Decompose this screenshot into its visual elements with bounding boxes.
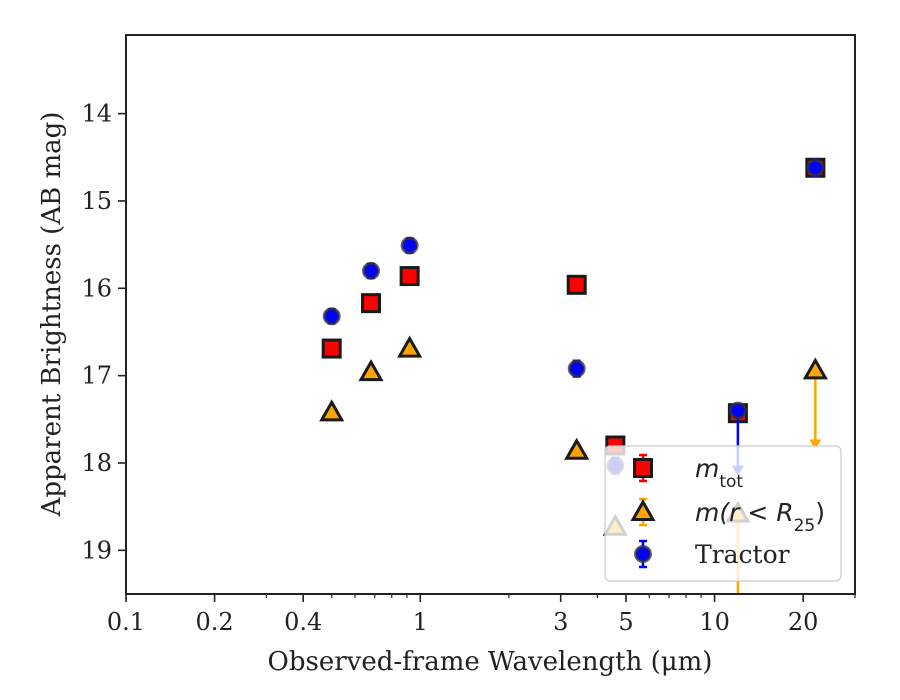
circle-marker	[634, 545, 652, 563]
y-tick-label: 15	[81, 187, 112, 215]
square-marker	[566, 274, 587, 295]
y-tick-label: 17	[81, 362, 112, 390]
axes-frame	[125, 34, 856, 595]
legend-label-main: m	[695, 454, 719, 483]
x-tick-label: 10	[699, 608, 730, 636]
legend-marker	[634, 545, 652, 563]
triangle-marker	[397, 335, 423, 358]
x-tick-label: 5	[618, 608, 633, 636]
triangle-marker	[630, 498, 656, 521]
triangle-marker	[319, 399, 345, 422]
data-point	[564, 437, 590, 460]
legend: mtot m(r < R25) Tractor	[604, 445, 842, 582]
data-point	[802, 357, 828, 380]
y-axis-ticks: 14 15 16 17 18 19	[81, 100, 126, 564]
data-point	[361, 293, 382, 314]
data-point	[566, 274, 587, 295]
triangle-marker	[358, 359, 384, 382]
data-point	[321, 338, 342, 359]
legend-marker	[633, 458, 653, 478]
legend-entry-m-tot: mtot	[633, 453, 743, 492]
series-tractor	[322, 158, 825, 476]
x-tick-label: 3	[553, 608, 568, 636]
data-point	[399, 266, 420, 287]
series-m-tot	[321, 157, 826, 456]
square-marker	[321, 338, 342, 359]
x-tick-label: 0.4	[284, 608, 322, 636]
x-tick-label: 1	[413, 608, 428, 636]
upper-limit-arrow	[809, 439, 822, 450]
legend-label-subscript: tot	[719, 472, 743, 492]
legend-marker	[630, 498, 656, 521]
data-point	[806, 158, 825, 177]
y-tick-label: 14	[81, 100, 112, 128]
legend-label: mtot	[695, 454, 743, 492]
x-axis-title: Observed-frame Wavelength (μm)	[268, 647, 713, 677]
circle-marker	[728, 401, 747, 420]
legend-label: Tractor	[695, 540, 790, 569]
square-marker	[633, 458, 653, 478]
data-point	[728, 401, 747, 420]
x-tick-label: 0.2	[196, 608, 234, 636]
legend-label-main: m(r < R	[695, 498, 794, 527]
legend-label-suffix: )	[815, 498, 825, 527]
triangle-marker	[802, 357, 828, 380]
legend-entry-tractor: Tractor	[634, 539, 790, 569]
x-tick-label: 20	[788, 608, 819, 636]
data-point	[400, 236, 419, 255]
data-point	[397, 335, 423, 358]
legend-label: m(r < R25)	[695, 498, 825, 536]
y-tick-label: 16	[81, 274, 112, 302]
square-marker	[399, 266, 420, 287]
x-tick-label: 0.1	[107, 608, 145, 636]
data-point	[358, 359, 384, 382]
y-tick-label: 19	[81, 536, 112, 564]
triangle-marker	[564, 437, 590, 460]
data-point	[362, 261, 381, 280]
data-point	[319, 399, 345, 422]
data-point	[567, 359, 586, 378]
legend-entry-m-r25: m(r < R25)	[630, 497, 825, 536]
y-tick-label: 18	[81, 449, 112, 477]
plot-frame	[125, 34, 856, 595]
circle-marker	[806, 158, 825, 177]
legend-label-subscript: 25	[794, 516, 816, 536]
circle-marker	[567, 359, 586, 378]
data-point	[322, 307, 341, 326]
x-axis-ticks: 0.1 0.2 0.4 1 3 5 10 20	[107, 594, 856, 636]
legend-label-main: Tractor	[695, 540, 790, 569]
legend-box	[604, 445, 842, 582]
circle-marker	[322, 307, 341, 326]
square-marker	[361, 293, 382, 314]
circle-marker	[362, 261, 381, 280]
circle-marker	[400, 236, 419, 255]
y-axis-title: Apparent Brightness (AB mag)	[37, 112, 67, 518]
